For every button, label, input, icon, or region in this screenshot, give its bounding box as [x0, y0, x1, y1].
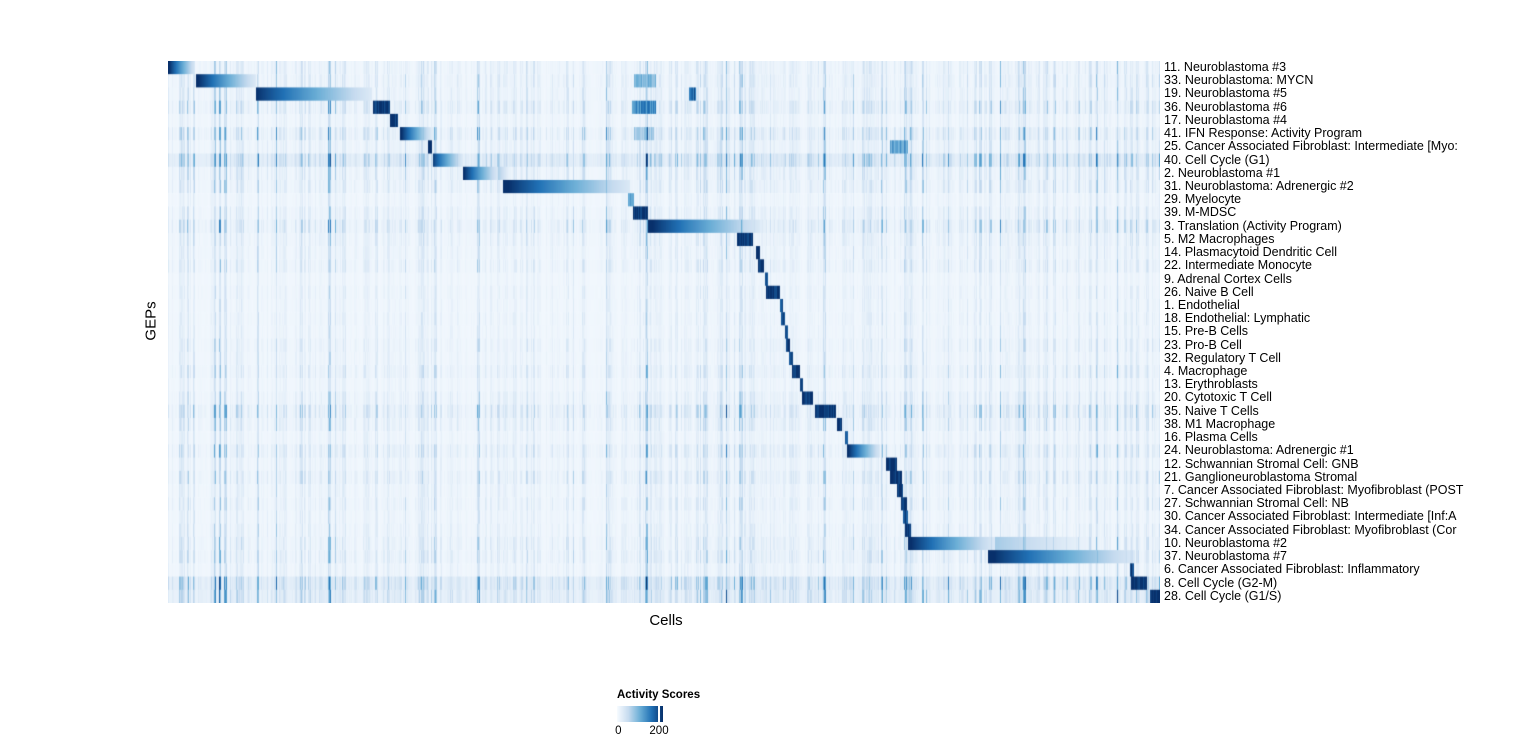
- row-label: 22. Intermediate Monocyte: [1164, 258, 1312, 273]
- row-label: 16. Plasma Cells: [1164, 430, 1258, 445]
- row-label: 19. Neuroblastoma #5: [1164, 86, 1287, 101]
- row-label: 27. Schwannian Stromal Cell: NB: [1164, 496, 1349, 511]
- row-label: 33. Neuroblastoma: MYCN: [1164, 73, 1314, 88]
- row-label: 36. Neuroblastoma #6: [1164, 99, 1287, 114]
- row-label: 9. Adrenal Cortex Cells: [1164, 271, 1292, 286]
- row-label: 38. M1 Macrophage: [1164, 416, 1276, 431]
- row-label: 5. M2 Macrophages: [1164, 231, 1275, 246]
- row-label: 31. Neuroblastoma: Adrenergic #2: [1164, 178, 1354, 193]
- row-label: 40. Cell Cycle (G1): [1164, 152, 1270, 167]
- row-label: 2. Neuroblastoma #1: [1164, 165, 1281, 180]
- row-label: 6. Cancer Associated Fibroblast: Inflamm…: [1164, 562, 1420, 577]
- row-label: 30. Cancer Associated Fibroblast: Interm…: [1164, 509, 1457, 524]
- colorbar-tick-max: 200: [649, 725, 669, 737]
- row-label: 14. Plasmacytoid Dendritic Cell: [1164, 245, 1337, 260]
- row-label: 37. Neuroblastoma #7: [1164, 549, 1287, 564]
- row-label: 39. M-MDSC: [1164, 205, 1237, 220]
- colorbar-tick-labels: 0 200: [615, 725, 677, 739]
- row-label: 1. Endothelial: [1164, 297, 1240, 312]
- row-label: 17. Neuroblastoma #4: [1164, 112, 1287, 127]
- row-label: 3. Translation (Activity Program): [1164, 218, 1342, 233]
- row-label: 20. Cytotoxic T Cell: [1164, 390, 1272, 405]
- row-label: 34. Cancer Associated Fibroblast: Myofib…: [1164, 522, 1457, 537]
- heatmap-canvas: [168, 61, 1160, 603]
- row-label: 29. Myelocyte: [1164, 192, 1242, 207]
- row-label: 18. Endothelial: Lymphatic: [1164, 311, 1311, 326]
- row-label: 10. Neuroblastoma #2: [1164, 535, 1287, 550]
- row-label: 13. Erythroblasts: [1164, 377, 1258, 392]
- row-label: 32. Regulatory T Cell: [1164, 350, 1281, 365]
- row-labels-axis: 11. Neuroblastoma #3 33. Neuroblastoma: M…: [1164, 60, 1540, 603]
- row-label: 15. Pre-B Cells: [1164, 324, 1249, 339]
- colorbar-tick-min: 0: [615, 725, 622, 737]
- row-label: 23. Pro-B Cell: [1164, 337, 1242, 352]
- row-label: 12. Schwannian Stromal Cell: GNB: [1164, 456, 1359, 471]
- y-axis-label: GEPs: [142, 301, 160, 341]
- row-label: 35. Naive T Cells: [1164, 403, 1259, 418]
- row-label: 24. Neuroblastoma: Adrenergic #1: [1164, 443, 1354, 458]
- row-label: 8. Cell Cycle (G2-M): [1164, 575, 1278, 590]
- row-label: 21. Ganglioneuroblastoma Stromal: [1164, 469, 1358, 484]
- colorbar-tick-mark: [658, 706, 660, 722]
- colorbar-gradient: [617, 706, 663, 722]
- row-label: 28. Cell Cycle (G1/S): [1164, 588, 1282, 603]
- row-label: 26. Naive B Cell: [1164, 284, 1254, 299]
- row-label: 4. Macrophage: [1164, 364, 1248, 379]
- colorbar-legend: Activity Scores 0 200: [615, 689, 701, 739]
- row-label: 7. Cancer Associated Fibroblast: Myofibr…: [1164, 483, 1464, 497]
- row-label: 25. Cancer Associated Fibroblast: Interm…: [1164, 139, 1458, 154]
- x-axis-label: Cells: [649, 612, 683, 629]
- row-label: 11. Neuroblastoma #3: [1164, 60, 1287, 74]
- row-label: 41. IFN Response: Activity Program: [1164, 126, 1362, 141]
- legend-title: Activity Scores: [617, 689, 701, 701]
